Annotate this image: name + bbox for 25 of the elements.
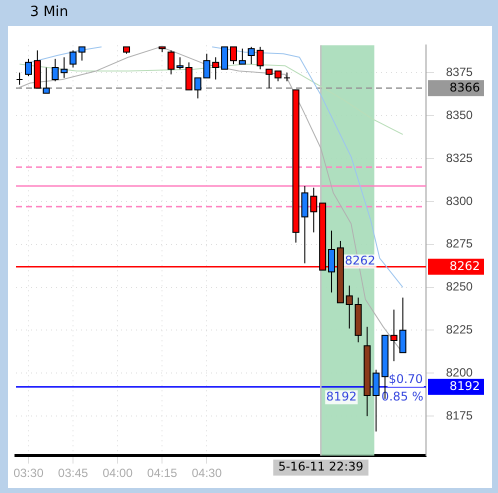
annotation: $0.70 (388, 372, 423, 386)
y-tick-label: 8325 (446, 150, 474, 165)
ref-line-label: 8262 (449, 258, 480, 273)
y-tick-label: 8275 (446, 236, 474, 251)
ref-line-label: 5-16-11 22:39 (278, 460, 364, 474)
y-tick-label: 8300 (446, 194, 474, 208)
x-tick-label: 04:30 (192, 466, 222, 480)
x-tick-label: 04:00 (102, 466, 133, 480)
ref-line-label: 8366 (449, 80, 480, 94)
y-tick-label: 8175 (446, 408, 474, 422)
x-tick-label: 04:15 (147, 466, 178, 480)
annotation: 0.85 % (381, 389, 424, 404)
y-tick-label: 8225 (446, 322, 474, 337)
candlestick (16, 72, 24, 86)
y-tick-label: 8375 (446, 64, 474, 79)
annotation: 8192 (326, 389, 357, 404)
chart-title: 3 Min (29, 3, 70, 22)
y-tick-label: 8350 (446, 108, 474, 122)
ref-line-label: 8192 (449, 379, 480, 394)
candlestick (283, 72, 290, 82)
annotation: 8262 (344, 254, 376, 268)
x-tick-label: 03:45 (58, 466, 88, 480)
y-tick-label: 8250 (446, 280, 474, 294)
x-tick-label: 03:30 (13, 466, 44, 480)
y-tick-label: 8200 (446, 365, 474, 380)
